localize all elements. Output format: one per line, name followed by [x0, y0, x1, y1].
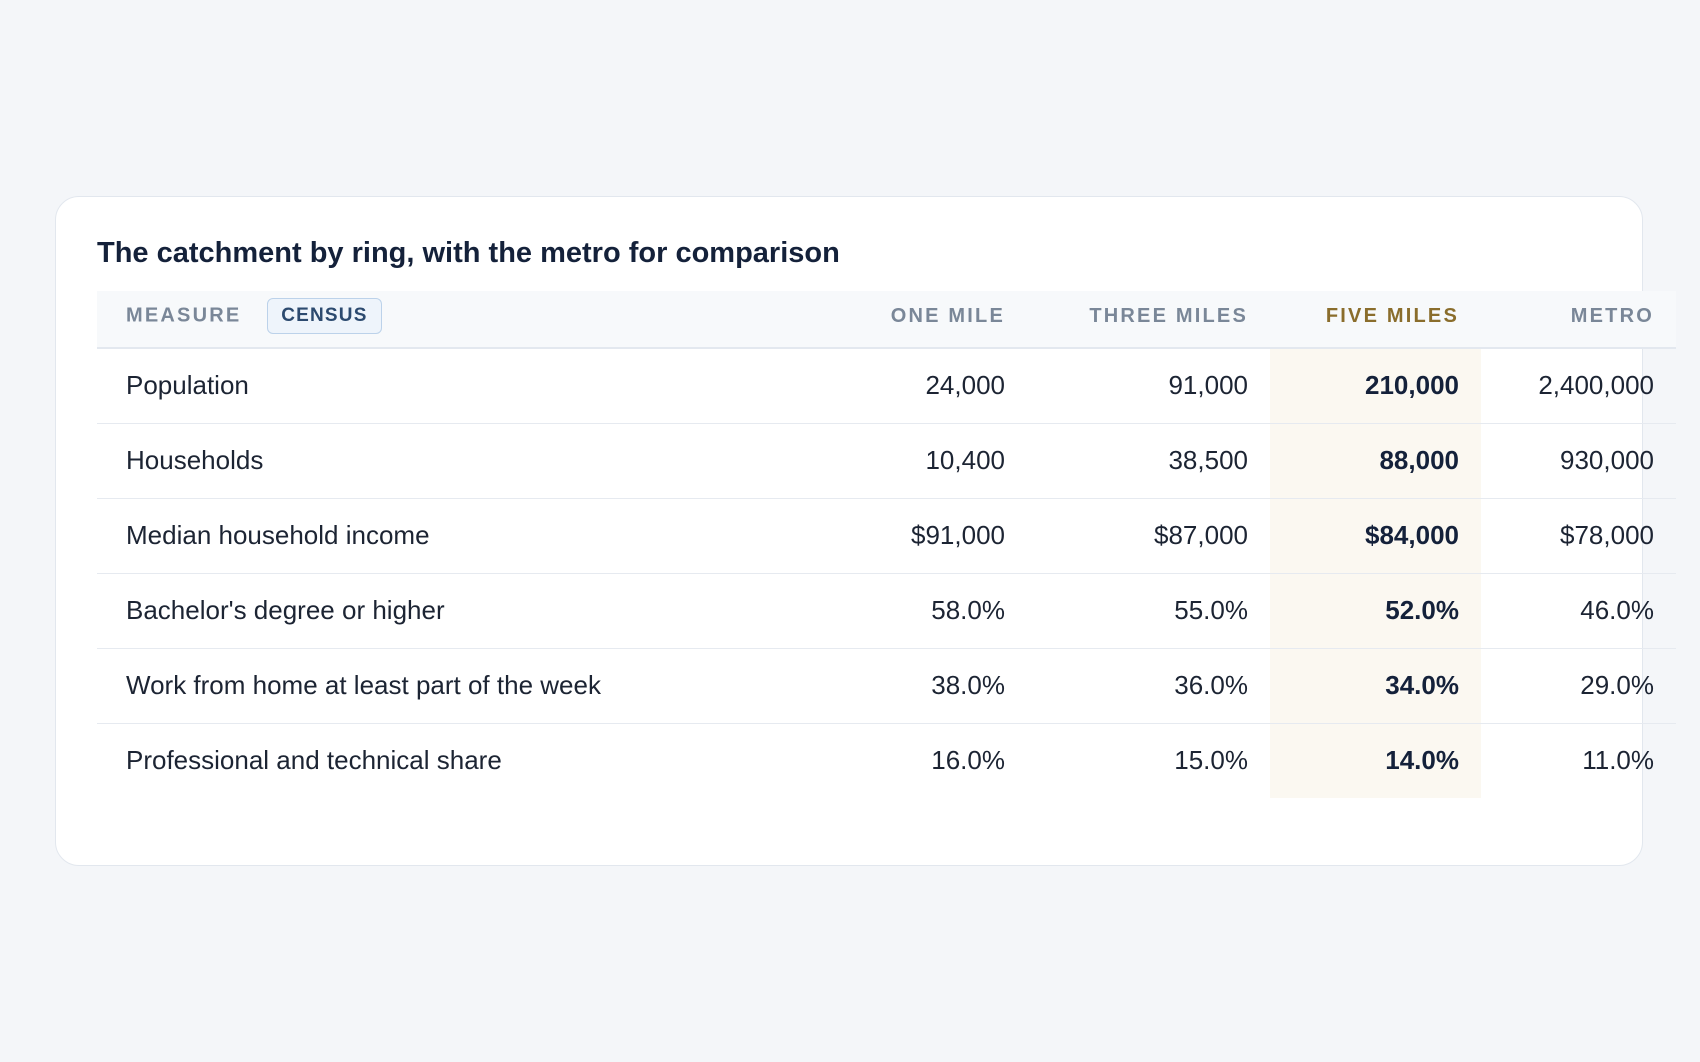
- cell-metro: 46.0%: [1481, 573, 1676, 649]
- table-row: Households 10,400 38,500 88,000 930,000: [97, 423, 1676, 499]
- table-header: MEASURE CENSUS ONE MILE THREE MILES FIVE…: [97, 291, 1676, 349]
- cell-one-mile: 10,400: [777, 423, 1027, 499]
- census-badge: CENSUS: [267, 298, 382, 334]
- cell-three-miles: 36.0%: [1027, 648, 1270, 724]
- column-header-metro: METRO: [1481, 291, 1676, 349]
- cell-five-miles: 210,000: [1270, 348, 1481, 424]
- table-title: The catchment by ring, with the metro fo…: [97, 237, 840, 269]
- header-row: MEASURE CENSUS ONE MILE THREE MILES FIVE…: [97, 291, 1676, 349]
- cell-metro: 2,400,000: [1481, 348, 1676, 424]
- cell-metro: $78,000: [1481, 498, 1676, 574]
- row-measure: Population: [97, 348, 777, 424]
- table-row: Population 24,000 91,000 210,000 2,400,0…: [97, 348, 1676, 424]
- cell-three-miles: 55.0%: [1027, 573, 1270, 649]
- cell-three-miles: 91,000: [1027, 348, 1270, 424]
- table-row: Bachelor's degree or higher 58.0% 55.0% …: [97, 573, 1676, 649]
- cell-three-miles: $87,000: [1027, 498, 1270, 574]
- cell-three-miles: 38,500: [1027, 423, 1270, 499]
- column-header-three-miles: THREE MILES: [1027, 291, 1270, 349]
- cell-one-mile: 16.0%: [931, 745, 1005, 776]
- row-measure: Median household income: [97, 498, 777, 574]
- row-measure: Work from home at least part of the week: [97, 648, 777, 724]
- cell-metro: 11.0%: [1582, 745, 1654, 776]
- table-body: Population 24,000 91,000 210,000 2,400,0…: [97, 348, 1676, 798]
- cell-one-mile: 58.0%: [777, 573, 1027, 649]
- cell-metro: 29.0%: [1481, 648, 1676, 724]
- cell-metro: 930,000: [1481, 423, 1676, 499]
- row-measure: Households: [97, 423, 777, 499]
- cell-three-miles: 15.0%: [1174, 745, 1248, 776]
- column-header-one-mile: ONE MILE: [777, 291, 1027, 349]
- cell-one-mile: 38.0%: [777, 648, 1027, 724]
- cell-five-miles: 34.0%: [1270, 648, 1481, 724]
- cell-five-miles: 52.0%: [1270, 573, 1481, 649]
- cell-one-mile: $91,000: [777, 498, 1027, 574]
- column-header-five-miles: FIVE MILES: [1270, 291, 1481, 349]
- column-header-measure: MEASURE CENSUS: [97, 291, 777, 349]
- table-row: Median household income $91,000 $87,000 …: [97, 498, 1676, 574]
- row-measure: Professional and technical share: [126, 745, 502, 776]
- cell-five-miles: $84,000: [1270, 498, 1481, 574]
- row-measure: Bachelor's degree or higher: [97, 573, 777, 649]
- cell-five-miles: 14.0%: [1270, 723, 1481, 798]
- measure-label: MEASURE: [126, 304, 242, 327]
- table-row: Work from home at least part of the week…: [97, 648, 1676, 724]
- cell-one-mile: 24,000: [777, 348, 1027, 424]
- catchment-card: The catchment by ring, with the metro fo…: [55, 196, 1676, 866]
- catchment-table: MEASURE CENSUS ONE MILE THREE MILES FIVE…: [97, 291, 1676, 798]
- table-row: Professional and technical share 16.0% 1…: [97, 723, 1676, 798]
- cell-five-miles: 88,000: [1270, 423, 1481, 499]
